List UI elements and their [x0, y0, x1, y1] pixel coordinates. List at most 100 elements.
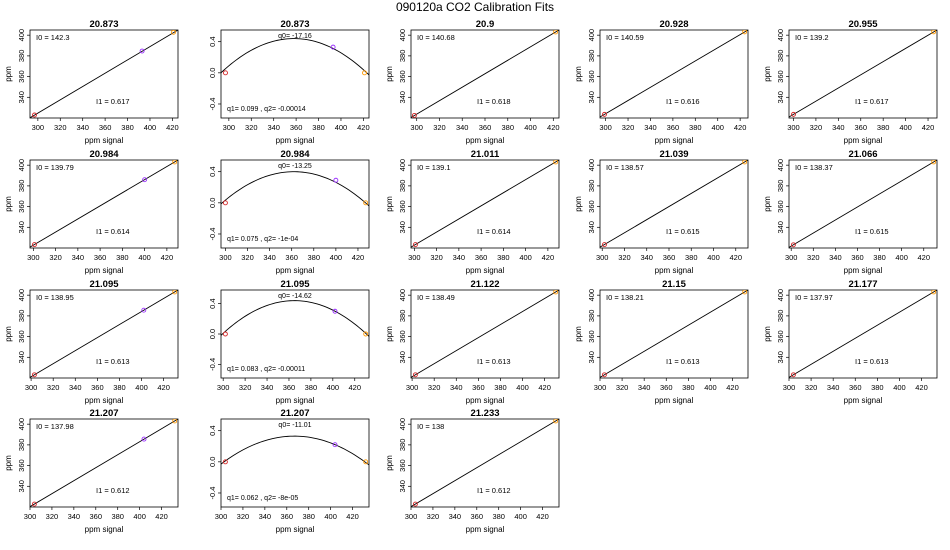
x-tick-label: 400 [895, 253, 908, 262]
x-tick-label: 360 [290, 123, 303, 132]
data-point-high [363, 331, 369, 337]
plot-area [30, 30, 178, 118]
y-tick-label: 400 [398, 29, 407, 42]
x-tick-label: 420 [155, 512, 168, 521]
x-tick-label: 300 [217, 383, 230, 392]
plot-frame [788, 159, 938, 249]
x-axis-label: ppm signal [844, 266, 883, 275]
data-point-mid [142, 177, 148, 183]
y-axis-label: ppm [4, 455, 13, 471]
x-axis-label: ppm signal [844, 396, 883, 405]
plot-frame [29, 418, 179, 508]
y-tick-label: 360 [17, 70, 26, 83]
x-tick-label: 320 [46, 512, 59, 521]
data-point-mid [332, 442, 338, 448]
x-tick-label: 300 [785, 253, 798, 262]
x-tick-label: 340 [449, 512, 462, 521]
fit-curve [221, 300, 369, 337]
y-axis-label: ppm [574, 66, 583, 82]
x-tick-label: 400 [711, 123, 724, 132]
y-tick-label: 340 [398, 351, 407, 364]
x-axis-label: ppm signal [655, 266, 694, 275]
y-tick-label: 380 [776, 310, 785, 323]
x-tick-label: 300 [596, 253, 609, 262]
y-tick-label: 360 [776, 70, 785, 83]
intercept-label: I0 = 138.37 [795, 163, 833, 172]
fit-line [30, 160, 178, 248]
data-point-mid [330, 44, 336, 50]
y-tick-label: 360 [776, 330, 785, 343]
x-tick-label: 340 [267, 123, 280, 132]
x-tick-label: 380 [308, 253, 321, 262]
y-tick-label: 340 [776, 351, 785, 364]
fit-line [600, 30, 748, 118]
data-point-mid [141, 307, 147, 313]
data-point-high [553, 30, 559, 35]
plot-frame [599, 29, 749, 119]
x-tick-label: 340 [638, 383, 651, 392]
data-point-low [222, 331, 228, 337]
fit-line [789, 290, 937, 378]
x-tick-label: 340 [456, 123, 469, 132]
panel-title: 20.984 [280, 149, 310, 160]
x-tick-label: 420 [357, 123, 370, 132]
calibration-panel: 21.095 ppm signal ppm 300 320 340 360 380 400 420… [4, 279, 179, 405]
y-tick-label: 380 [17, 50, 26, 63]
data-point-low [791, 111, 796, 117]
y-tick-label: 380 [398, 50, 407, 63]
y-tick-label: 380 [398, 180, 407, 193]
calibration-panel: 21.122 ppm signal ppm 300 320 340 360 380 400 420… [385, 279, 560, 405]
plot-area [30, 160, 178, 248]
x-tick-label: 300 [406, 383, 419, 392]
x-tick-label: 380 [312, 123, 325, 132]
plot-area [411, 290, 559, 378]
fit-line [411, 160, 559, 248]
intercept-label: I0 = 138.95 [36, 293, 74, 302]
plot-frame [220, 418, 370, 508]
x-tick-label: 300 [787, 123, 800, 132]
q0-label: q0= -13.25 [278, 163, 312, 170]
y-tick-label: 0.4 [208, 425, 217, 435]
data-point-low [31, 501, 37, 507]
plot-frame [410, 289, 560, 379]
panel-title: 20.928 [659, 19, 688, 30]
x-tick-label: 300 [594, 383, 607, 392]
x-tick-label: 340 [263, 253, 276, 262]
x-tick-label: 380 [305, 383, 318, 392]
x-tick-label: 300 [219, 253, 232, 262]
data-point-low [412, 501, 418, 507]
x-tick-label: 360 [91, 383, 104, 392]
x-tick-label: 340 [640, 253, 653, 262]
y-axis-label: ppm [385, 196, 394, 212]
y-axis-label: ppm [4, 196, 13, 212]
slope-label: I1 = 0.612 [477, 486, 511, 495]
x-tick-label: 420 [348, 383, 361, 392]
x-tick-label: 320 [622, 123, 635, 132]
fit-line [411, 290, 559, 378]
plot-frame [788, 289, 938, 379]
x-tick-label: 340 [72, 253, 85, 262]
y-tick-label: 380 [17, 180, 26, 193]
intercept-label: I0 = 142.3 [36, 33, 70, 42]
x-tick-label: 420 [161, 253, 174, 262]
data-point-low [32, 242, 37, 248]
y-tick-label: 400 [17, 159, 26, 172]
y-tick-label: 380 [398, 439, 407, 452]
data-point-low [601, 372, 607, 378]
intercept-label: I0 = 138.49 [417, 293, 455, 302]
y-tick-label: 340 [776, 91, 785, 104]
x-tick-label: 400 [524, 123, 537, 132]
y-axis-label: ppm [385, 455, 394, 471]
y-tick-label: 340 [17, 480, 26, 493]
data-point-low [411, 112, 417, 118]
panel-title: 21.233 [470, 408, 499, 419]
panel-title: 21.207 [280, 408, 309, 419]
data-point-high [931, 290, 937, 295]
x-tick-label: 400 [144, 123, 157, 132]
calibration-panel: 21.066 ppm signal ppm 300 320 340 360 380 400 420… [763, 149, 938, 275]
slope-label: I1 = 0.618 [477, 97, 511, 106]
intercept-label: I0 = 137.98 [36, 422, 74, 431]
x-axis-label: ppm signal [276, 525, 315, 534]
panel-title: 21.095 [89, 279, 119, 290]
